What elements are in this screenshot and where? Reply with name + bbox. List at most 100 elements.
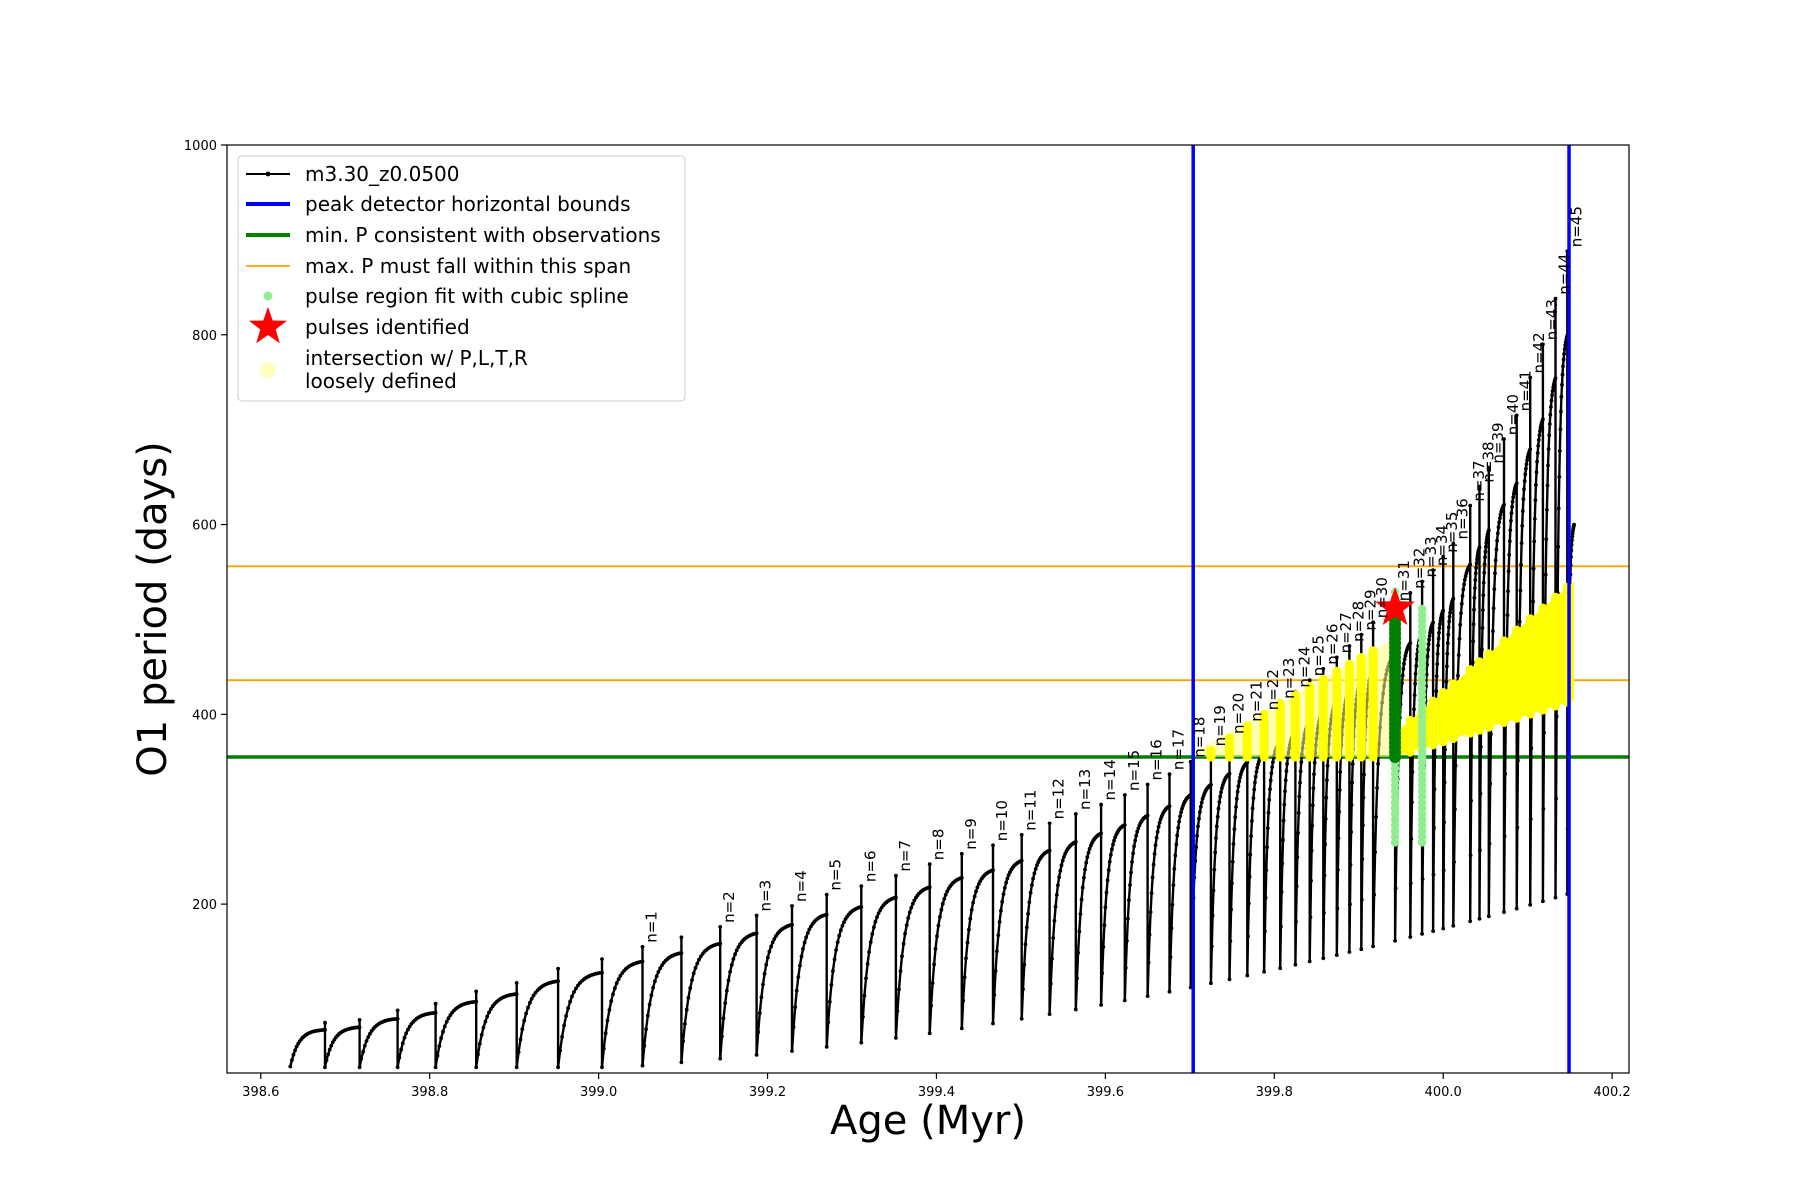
track-point — [1030, 883, 1034, 887]
track-point — [1473, 578, 1478, 582]
track-point — [1199, 800, 1204, 805]
track-point — [1150, 875, 1155, 880]
track-point — [1519, 562, 1523, 567]
track-point — [903, 931, 907, 936]
pulse-label: n=9 — [962, 818, 980, 850]
track-point — [927, 862, 932, 867]
track-point — [1134, 833, 1139, 838]
track-point — [681, 1039, 685, 1044]
x-tick-label: 399.8 — [1256, 1085, 1293, 1100]
track-point — [1298, 780, 1302, 785]
legend-label: m3.30_z0.0500 — [305, 162, 460, 186]
track-point — [1284, 769, 1289, 774]
track-point — [1497, 520, 1502, 525]
track-point — [718, 1056, 723, 1061]
track-point — [1447, 619, 1452, 624]
track-point — [529, 996, 534, 1001]
track-point — [327, 1047, 332, 1052]
track-point — [832, 957, 837, 962]
track-point — [556, 1065, 560, 1070]
x-tick-label: 400.0 — [1425, 1085, 1462, 1100]
track-point — [1105, 878, 1110, 883]
track-point — [802, 940, 807, 945]
track-point — [1263, 929, 1267, 934]
track-point — [1231, 842, 1236, 846]
track-point — [1177, 819, 1181, 824]
track-point — [734, 948, 739, 953]
track-point — [756, 1030, 761, 1034]
track-point — [762, 971, 767, 976]
track-point — [1426, 642, 1431, 647]
track-point — [1556, 544, 1561, 549]
track-point — [1502, 834, 1507, 839]
track-point — [1209, 944, 1214, 949]
track-point — [870, 932, 875, 936]
track-point — [1022, 962, 1027, 967]
track-point — [1265, 826, 1270, 831]
track-point — [1133, 838, 1138, 843]
track-point — [1227, 977, 1232, 982]
track-point — [1058, 868, 1063, 873]
track-point — [518, 1037, 523, 1042]
track-point — [1420, 579, 1424, 584]
pulse-label: n=44 — [1556, 254, 1574, 295]
track-point — [1561, 364, 1565, 369]
track-point — [1431, 620, 1435, 625]
track-point — [483, 1019, 488, 1024]
track-point — [1334, 655, 1339, 660]
track-point — [1491, 629, 1495, 634]
track-point — [1436, 643, 1440, 648]
track-point — [645, 1013, 650, 1018]
track-point — [894, 895, 898, 900]
track-point — [1541, 899, 1545, 904]
track-point — [326, 1052, 330, 1057]
track-point — [1554, 714, 1559, 719]
track-point — [974, 889, 978, 894]
track-point — [1468, 853, 1473, 858]
track-point — [827, 999, 832, 1004]
track-point — [1532, 539, 1537, 544]
track-point — [1535, 451, 1540, 455]
track-point — [764, 962, 769, 967]
track-point — [837, 933, 842, 938]
track-point — [1130, 860, 1134, 864]
pulse-label: n=11 — [1022, 790, 1040, 831]
track-point — [1325, 763, 1330, 768]
track-point — [1167, 989, 1172, 994]
track-point — [1194, 845, 1199, 849]
track-point — [1515, 825, 1520, 830]
track-point — [1078, 912, 1083, 916]
track-point — [514, 981, 519, 985]
track-point — [642, 1043, 647, 1048]
track-point — [600, 957, 604, 961]
track-point — [1000, 899, 1005, 904]
track-point — [1267, 797, 1272, 802]
track-point — [726, 978, 731, 983]
track-point — [433, 1065, 438, 1070]
track-point — [1278, 966, 1283, 971]
track-point — [1021, 987, 1025, 991]
track-point — [838, 928, 843, 933]
track-point — [1227, 771, 1232, 776]
track-point — [1019, 858, 1024, 863]
track-point — [654, 974, 659, 978]
track-point — [609, 999, 614, 1004]
pulse-label: n=25 — [1310, 635, 1328, 676]
track-point — [1543, 572, 1548, 577]
track-point — [1059, 863, 1064, 868]
track-point — [679, 935, 684, 940]
track-point — [1125, 938, 1129, 943]
track-point — [1442, 780, 1447, 785]
track-point — [526, 1005, 530, 1010]
track-point — [1431, 568, 1435, 572]
track-point — [1462, 577, 1467, 582]
track-point — [1478, 744, 1483, 749]
track-point — [1195, 833, 1199, 838]
track-point — [1102, 923, 1107, 928]
track-point — [1122, 823, 1127, 827]
track-point — [1506, 589, 1510, 594]
track-point — [933, 947, 938, 951]
track-point — [1553, 296, 1558, 301]
track-point — [1438, 622, 1442, 627]
track-point — [1062, 855, 1066, 859]
